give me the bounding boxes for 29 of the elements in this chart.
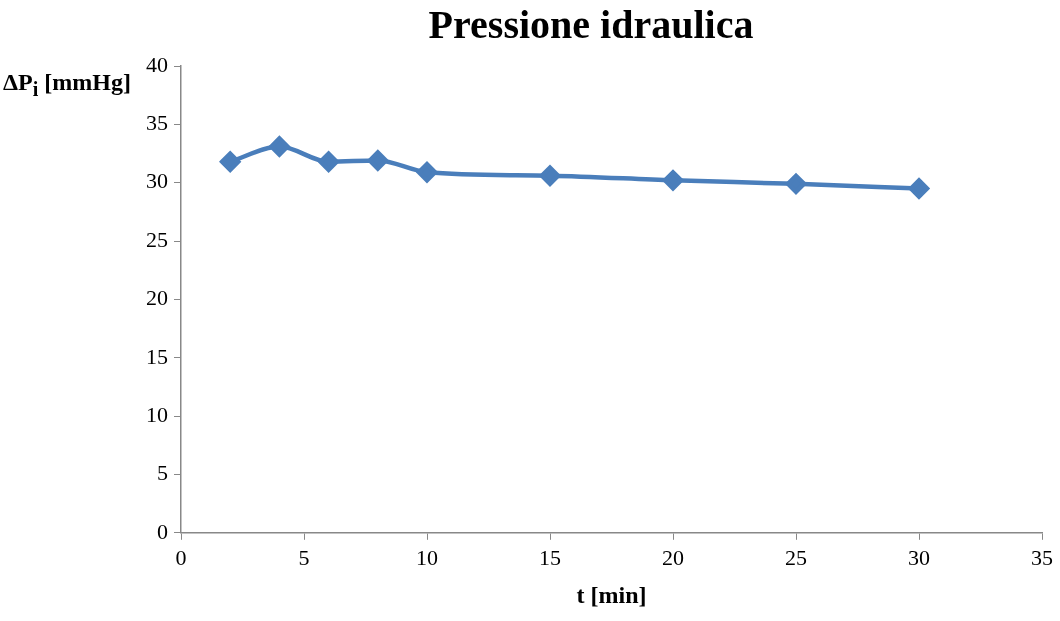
y-axis-title: ΔP$_{i}$ [mmHg]	[2, 68, 132, 102]
point	[539, 165, 561, 186]
x-tick-label: 15	[539, 544, 561, 570]
x-tick-label: 0	[175, 544, 187, 570]
point	[662, 170, 684, 191]
y-tick-label: 5	[157, 460, 168, 486]
y-tick-label: 0	[157, 518, 168, 544]
x-axis-title: t [min]	[576, 581, 647, 608]
x-tick-label: 25	[785, 544, 807, 570]
x-tick-label: 30	[908, 544, 930, 570]
x-tick-label: 20	[662, 544, 684, 570]
y-tick-label: 35	[146, 110, 168, 136]
point	[318, 151, 339, 172]
point	[908, 178, 930, 199]
y-tick-label: 15	[146, 343, 168, 369]
point	[219, 151, 241, 172]
x-tick-label: 35	[1031, 544, 1053, 570]
y-tick-label: 10	[146, 401, 168, 427]
y-tick-label: 40	[146, 51, 168, 77]
y-tick-label: 25	[146, 226, 168, 252]
x-tick-label: 10	[416, 544, 438, 570]
point	[416, 161, 438, 183]
point	[785, 173, 807, 195]
point	[269, 136, 290, 157]
y-tick-label: 30	[146, 168, 168, 194]
chart-title: Pressione idraulica	[428, 2, 754, 48]
x-tick-label: 5	[298, 544, 310, 570]
y-tick-label: 20	[146, 285, 168, 311]
point	[367, 150, 389, 171]
